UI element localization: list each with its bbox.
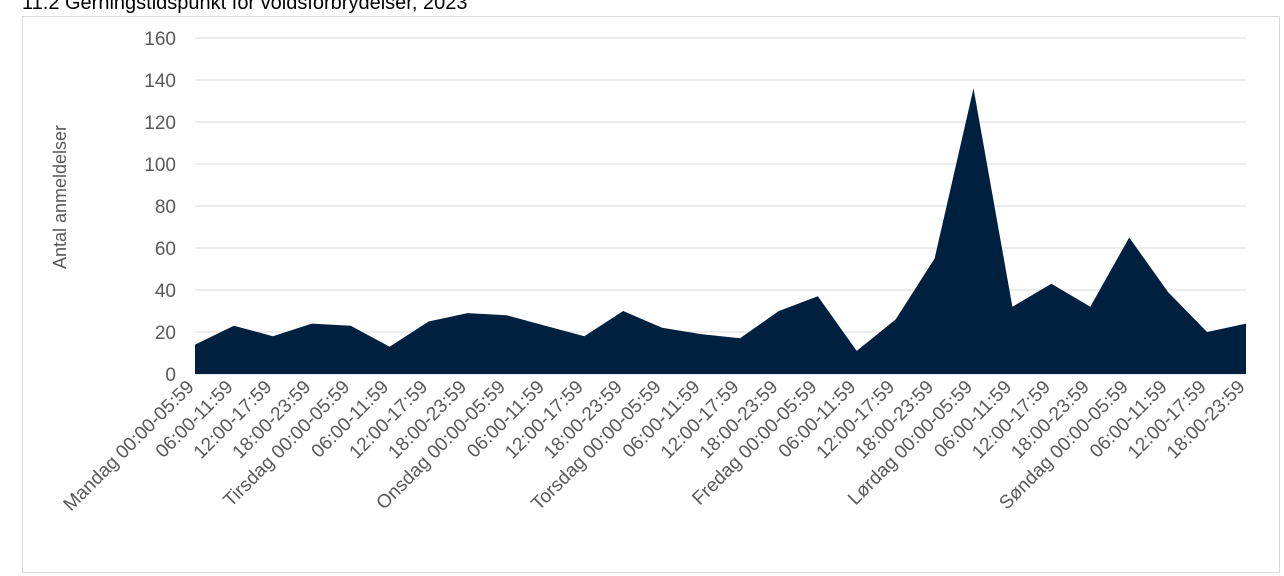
y-tick-labels: 0 20 40 60 80 100 120 140 160 <box>144 29 176 386</box>
y-tick-label: 20 <box>155 323 176 344</box>
y-tick-label: 160 <box>144 29 176 50</box>
y-tick-label: 100 <box>144 155 176 176</box>
y-tick-label: 0 <box>165 365 176 386</box>
y-tick-label: 140 <box>144 71 176 92</box>
y-tick-label: 40 <box>155 281 176 302</box>
y-tick-label: 120 <box>144 113 176 134</box>
area-series <box>195 88 1246 375</box>
y-axis-label: Antal anmeldelser <box>50 125 70 269</box>
y-tick-label: 80 <box>155 197 176 218</box>
chart-title: 11.2 Gerningstidspunkt for voldsforbryde… <box>22 0 468 14</box>
chart-frame <box>22 16 1280 573</box>
area-fill <box>195 88 1246 375</box>
x-tick-labels: Mandag 00:00-05:5906:00-11:5912:00-17:59… <box>60 377 1250 516</box>
y-tick-label: 60 <box>155 239 176 260</box>
